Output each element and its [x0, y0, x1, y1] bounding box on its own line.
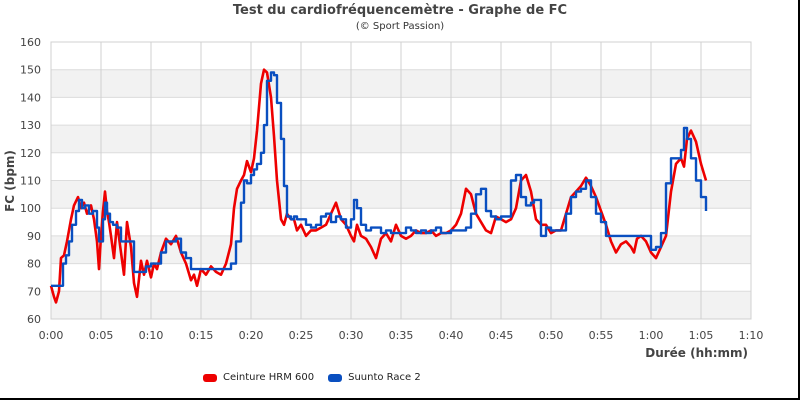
legend-swatch-red [203, 373, 217, 382]
series-line-hrm600 [49, 68, 708, 304]
series-line-suunto [51, 71, 708, 287]
x-tick-label: 1:05 [689, 329, 714, 342]
legend-item-hrm600[interactable]: Ceinture HRM 600 [203, 372, 314, 383]
chart-subtitle: (© Sport Passion) [355, 21, 445, 32]
x-tick-label: 0:05 [89, 329, 114, 342]
x-tick-label: 1:10 [739, 329, 764, 342]
y-tick-label: 150 [20, 64, 41, 77]
y-tick-label: 90 [27, 230, 41, 243]
y-tick-label: 70 [27, 285, 41, 298]
x-tick-label: 0:10 [139, 329, 164, 342]
y-tick-label: 140 [20, 91, 41, 104]
y-axis-label: FC (bpm) [3, 150, 17, 212]
y-tick-label: 100 [20, 202, 41, 215]
y-tick-label: 160 [20, 36, 41, 49]
chart-title: Test du cardiofréquencemètre - Graphe de… [232, 3, 568, 18]
y-tick-label: 80 [27, 258, 41, 271]
y-tick-label: 110 [20, 175, 41, 188]
x-tick-label: 0:25 [289, 329, 314, 342]
x-tick-label: 0:55 [589, 329, 614, 342]
x-tick-label: 0:00 [39, 329, 64, 342]
x-tick-label: 0:45 [489, 329, 514, 342]
legend-label: Suunto Race 2 [348, 372, 421, 383]
y-tick-label: 120 [20, 147, 41, 160]
x-axis-label: Durée (hh:mm) [645, 346, 748, 360]
series-lines [49, 68, 708, 304]
y-tick-label: 130 [20, 119, 41, 132]
x-tick-label: 0:20 [239, 329, 264, 342]
x-tick-label: 0:15 [189, 329, 214, 342]
legend-label: Ceinture HRM 600 [223, 372, 315, 383]
legend-swatch-blue [328, 373, 343, 382]
legend: Ceinture HRM 600 Suunto Race 2 [203, 372, 421, 383]
x-axis-ticks: 0:00 0:05 0:10 0:15 0:20 0:25 0:30 0:35 0:40 0:45… [39, 329, 764, 342]
legend-item-suunto[interactable]: Suunto Race 2 [328, 372, 421, 383]
y-axis-ticks: 60 70 80 90 100 110 120 130 140 150 160 [20, 36, 41, 326]
x-tick-label: 0:30 [339, 329, 364, 342]
x-tick-label: 0:50 [539, 329, 564, 342]
y-tick-label: 60 [27, 313, 41, 326]
x-tick-label: 0:35 [389, 329, 414, 342]
x-tick-label: 0:40 [439, 329, 464, 342]
x-tick-label: 1:00 [639, 329, 664, 342]
